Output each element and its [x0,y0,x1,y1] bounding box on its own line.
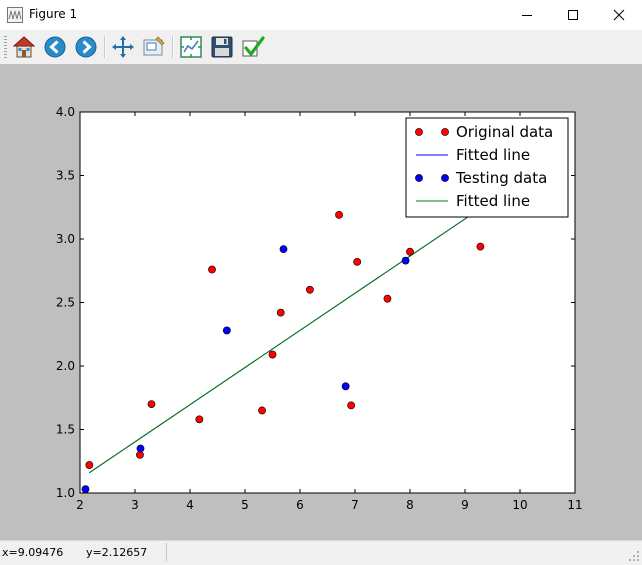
y-tick-label: 1.0 [56,486,75,500]
testing-data-point [222,326,231,335]
maximize-icon [568,10,578,20]
minimize-button[interactable] [504,0,550,30]
subplots-icon [180,36,202,58]
close-button[interactable] [596,0,642,30]
status-bar: x=9.09476 y=2.12657 [0,540,642,565]
home-button[interactable] [11,34,37,60]
status-separator [166,543,167,561]
original-data-point [258,406,266,415]
canvas-edge [636,64,642,540]
original-data-point [147,400,156,408]
toolbar-separator [172,36,174,58]
x-tick-label: 3 [131,498,139,512]
legend-label: Original data [456,123,553,141]
x-tick-label: 11 [567,498,582,512]
pan-icon [112,36,134,58]
checkmark-icon [242,36,265,57]
x-tick-label: 10 [512,498,527,512]
y-tick-label: 1.5 [56,423,75,437]
original-data-point [383,294,392,303]
matplotlib-app-icon [7,7,23,23]
testing-data-point [341,382,350,391]
original-data-point [208,265,216,274]
original-data-point [276,308,285,317]
figure-canvas[interactable]: 2 3 4 5 6 7 8 9 10 11 1.0 1.5 2.0 2.5 3.0 3.5 4.0 Origina… [0,64,636,540]
x-tick-label: 5 [241,498,249,512]
original-data-point [476,242,485,251]
original-data-point [268,350,277,359]
y-tick-label: 4.0 [56,105,75,119]
title-bar: Figure 1 [0,0,642,30]
testing-data-point [279,245,288,254]
toolbar-grip[interactable] [4,36,7,58]
edit-axis-button[interactable] [240,34,266,60]
y-tick-label: 3.5 [56,169,75,183]
y-tick-label: 2.0 [56,359,75,373]
subplots-button[interactable] [178,34,204,60]
x-tick-label: 9 [461,498,469,512]
maximize-button[interactable] [550,0,596,30]
testing-data-point [136,444,145,453]
original-data-point [305,285,314,294]
navigation-toolbar [0,30,642,64]
forward-icon [75,36,97,58]
close-icon [613,9,625,21]
fitted-line [89,208,481,474]
x-tick-label: 4 [186,498,194,512]
x-tick-label: 2 [76,498,84,512]
zoom-button[interactable] [141,34,167,60]
x-tick-label: 8 [406,498,414,512]
legend-label: Fitted line [456,146,530,164]
original-data-point [406,247,414,256]
x-tick-label: 6 [296,498,304,512]
back-icon [44,36,66,58]
back-button[interactable] [42,34,68,60]
resize-grip-icon [629,551,639,561]
cursor-y-readout: y=2.12657 [86,546,148,559]
x-tick-label: 7 [351,498,359,512]
cursor-x-readout: x=9.09476 [2,546,64,559]
testing-data-point [401,256,410,265]
legend-marker [415,128,423,136]
minimize-icon [522,15,532,16]
save-icon [211,36,233,58]
home-icon [12,36,36,58]
forward-button[interactable] [73,34,99,60]
toolbar-separator [104,36,106,58]
save-button[interactable] [209,34,235,60]
window-title: Figure 1 [29,7,78,21]
zoom-rect-icon [143,36,165,56]
pan-button[interactable] [110,34,136,60]
original-data-point [353,257,362,266]
plot-figure[interactable]: 2 3 4 5 6 7 8 9 10 11 1.0 1.5 2.0 2.5 3.0 3.5 4.0 Origina… [0,64,636,540]
legend-label: Testing data [455,169,547,187]
testing-data-point [81,485,90,494]
legend-label: Fitted line [456,192,530,210]
legend-marker [441,128,449,136]
y-tick-label: 3.0 [56,232,75,246]
original-data-point [195,415,204,424]
original-data-point [335,210,343,219]
original-data-point [347,401,356,410]
legend-marker [441,174,449,182]
legend-marker [415,174,423,182]
y-tick-label: 2.5 [56,296,75,310]
original-data-point [85,461,94,469]
